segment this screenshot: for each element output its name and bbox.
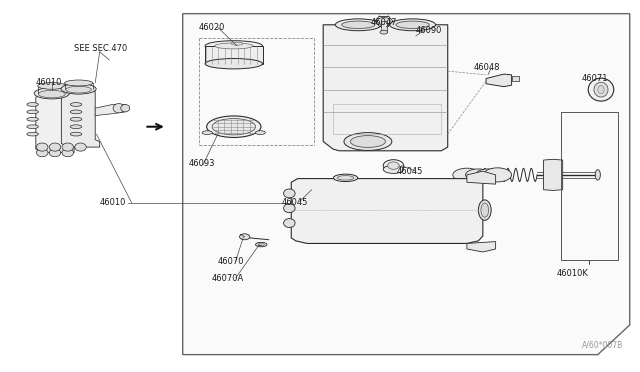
Polygon shape [323, 25, 448, 151]
Ellipse shape [70, 132, 82, 136]
Text: 46048: 46048 [473, 63, 500, 72]
Text: 46010K: 46010K [556, 269, 588, 278]
Ellipse shape [34, 88, 69, 99]
Ellipse shape [212, 119, 255, 135]
Ellipse shape [453, 168, 481, 182]
Ellipse shape [300, 185, 321, 196]
Ellipse shape [36, 148, 48, 157]
Text: 46070: 46070 [218, 257, 244, 266]
Ellipse shape [483, 168, 511, 182]
Circle shape [378, 17, 390, 25]
Ellipse shape [380, 31, 388, 34]
Ellipse shape [36, 143, 48, 151]
Ellipse shape [342, 21, 375, 29]
Ellipse shape [49, 143, 61, 151]
Ellipse shape [121, 105, 130, 112]
Ellipse shape [284, 204, 295, 213]
Ellipse shape [476, 169, 499, 181]
Ellipse shape [255, 131, 266, 135]
Text: SEE SEC.470: SEE SEC.470 [74, 44, 127, 53]
Ellipse shape [27, 125, 38, 129]
Polygon shape [61, 90, 100, 147]
Text: 46090: 46090 [416, 26, 442, 35]
Text: 46045: 46045 [397, 167, 423, 176]
Ellipse shape [205, 41, 262, 51]
Ellipse shape [27, 132, 38, 136]
Ellipse shape [333, 174, 358, 182]
Ellipse shape [284, 189, 295, 198]
Ellipse shape [75, 143, 86, 151]
Ellipse shape [478, 200, 491, 220]
Circle shape [239, 234, 250, 240]
Bar [561, 112, 618, 260]
Ellipse shape [337, 176, 354, 180]
Ellipse shape [284, 219, 295, 228]
Polygon shape [291, 179, 483, 243]
Ellipse shape [70, 125, 82, 129]
Polygon shape [486, 74, 511, 87]
Text: A/60*007B: A/60*007B [582, 341, 623, 350]
Ellipse shape [390, 19, 436, 31]
Ellipse shape [62, 143, 74, 151]
Text: 46010: 46010 [100, 198, 126, 207]
Ellipse shape [594, 82, 608, 97]
Ellipse shape [66, 86, 92, 93]
Ellipse shape [383, 160, 404, 171]
Ellipse shape [38, 83, 66, 89]
Polygon shape [182, 14, 630, 355]
Ellipse shape [27, 118, 38, 121]
Ellipse shape [598, 86, 604, 94]
Polygon shape [36, 95, 74, 153]
Ellipse shape [70, 110, 82, 114]
Ellipse shape [231, 42, 243, 45]
Ellipse shape [113, 103, 125, 113]
Ellipse shape [65, 80, 93, 86]
Ellipse shape [205, 58, 262, 69]
Bar [381, 21, 387, 32]
Ellipse shape [27, 103, 38, 106]
Ellipse shape [49, 148, 61, 157]
Ellipse shape [350, 136, 385, 147]
Bar [333, 105, 442, 134]
Ellipse shape [344, 133, 392, 150]
Polygon shape [467, 241, 495, 252]
Polygon shape [467, 171, 495, 184]
Ellipse shape [258, 243, 264, 246]
Ellipse shape [214, 43, 253, 49]
Bar [205, 46, 262, 64]
Ellipse shape [27, 110, 38, 114]
Text: 46070A: 46070A [211, 274, 244, 283]
Ellipse shape [305, 187, 316, 194]
Ellipse shape [300, 190, 321, 198]
Polygon shape [543, 159, 563, 190]
Ellipse shape [396, 21, 429, 29]
Ellipse shape [335, 19, 381, 31]
Text: 46020: 46020 [198, 23, 225, 32]
Ellipse shape [595, 170, 600, 180]
Text: 46093: 46093 [189, 159, 216, 168]
Polygon shape [95, 105, 125, 116]
Ellipse shape [383, 165, 404, 173]
Text: 46047: 46047 [371, 19, 397, 28]
Ellipse shape [61, 84, 96, 94]
Ellipse shape [466, 169, 491, 181]
Text: 46071: 46071 [582, 74, 609, 83]
Ellipse shape [70, 103, 82, 106]
Text: 46045: 46045 [282, 198, 308, 207]
Text: 46010: 46010 [36, 78, 62, 87]
Ellipse shape [388, 162, 399, 169]
Ellipse shape [481, 203, 488, 217]
Ellipse shape [255, 242, 267, 247]
Ellipse shape [207, 116, 261, 137]
Ellipse shape [70, 118, 82, 121]
Ellipse shape [588, 78, 614, 101]
Bar [511, 76, 519, 81]
Ellipse shape [38, 90, 65, 98]
Ellipse shape [202, 131, 212, 135]
Ellipse shape [62, 148, 74, 157]
